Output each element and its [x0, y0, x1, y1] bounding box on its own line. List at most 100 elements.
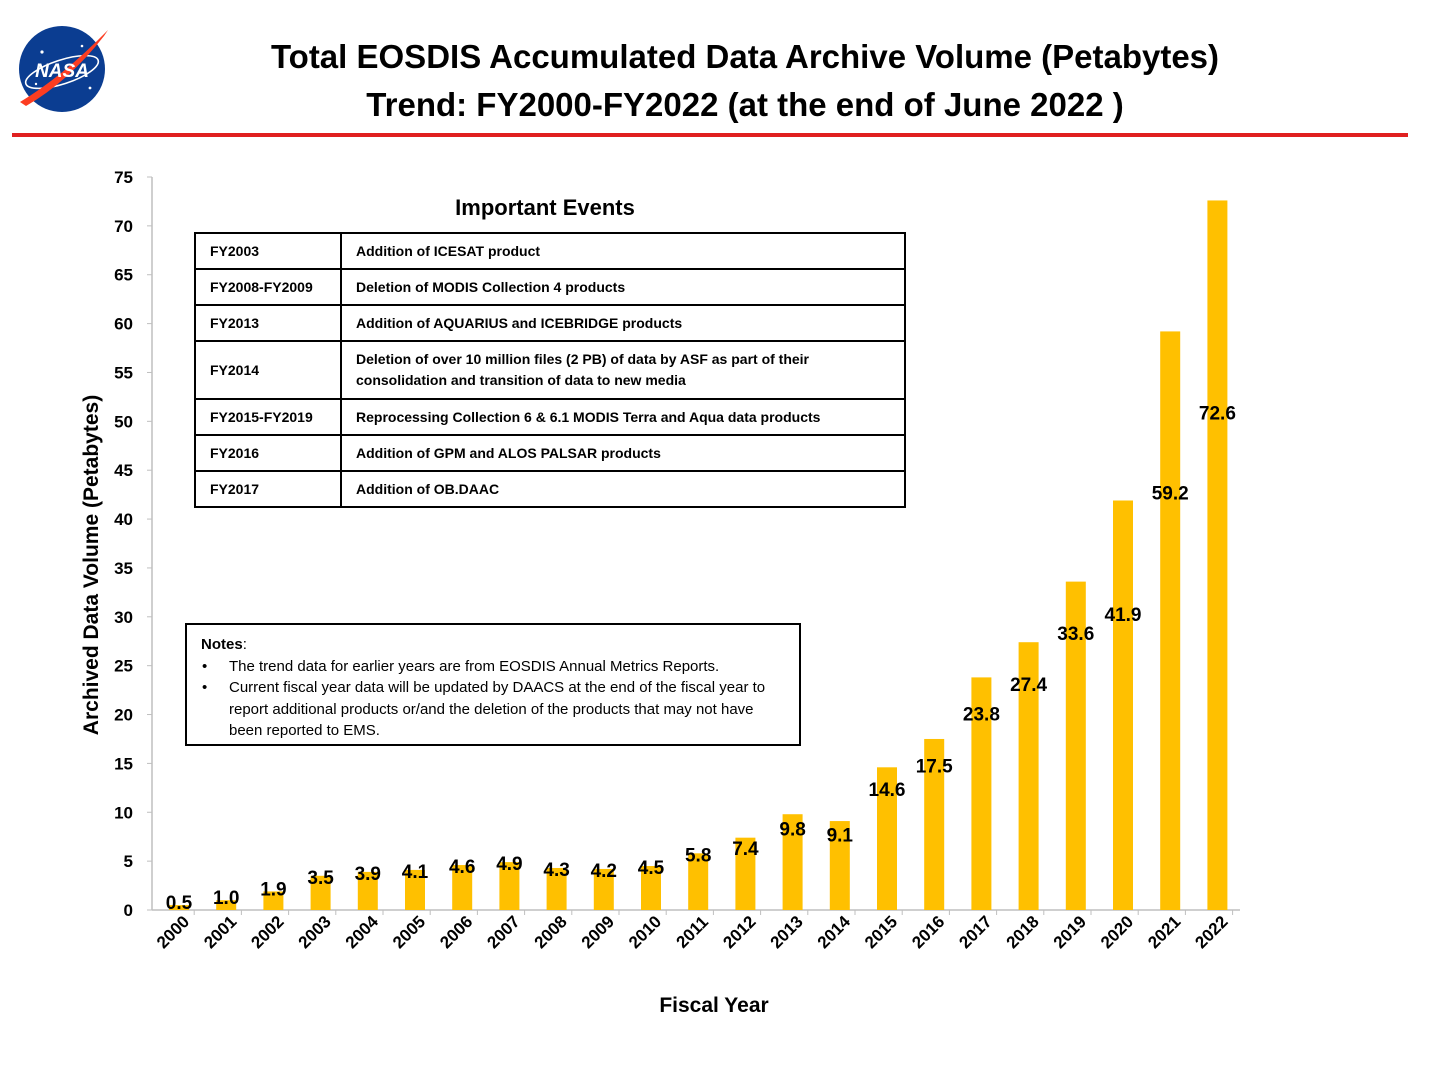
y-tick-label: 65	[114, 266, 133, 285]
bar	[216, 900, 237, 910]
event-text: Deletion of over 10 million files (2 PB)…	[340, 340, 906, 400]
y-tick-label: 5	[124, 852, 133, 871]
event-year: FY2003	[194, 232, 342, 270]
event-year: FY2008-FY2009	[194, 268, 342, 306]
bar	[452, 865, 473, 910]
data-label: 4.6	[449, 857, 475, 878]
x-tick-label: 2022	[1191, 912, 1231, 952]
x-tick-label: 2006	[436, 912, 476, 952]
notes-item: The trend data for earlier years are fro…	[201, 656, 785, 678]
bar	[405, 869, 425, 910]
data-label: 23.8	[963, 705, 1000, 726]
bar	[310, 875, 331, 910]
bar	[1065, 581, 1086, 910]
event-year: FY2014	[194, 340, 342, 400]
x-axis-title: Fiscal Year	[659, 994, 768, 1017]
y-tick-label: 10	[114, 803, 133, 822]
chart-title-line1: Total EOSDIS Accumulated Data Archive Vo…	[270, 38, 1220, 75]
x-tick-label: 2011	[673, 912, 713, 952]
x-tick-label: 2018	[1003, 912, 1043, 952]
x-tick-label: 2005	[389, 912, 429, 952]
event-year: FY2016	[194, 434, 342, 472]
y-tick-label: 0	[124, 901, 133, 920]
notes-title: Notes	[201, 636, 243, 653]
data-label: 33.6	[1057, 624, 1094, 645]
event-year: FY2017	[194, 470, 342, 508]
x-tick-label: 2014	[814, 912, 855, 953]
notes-item: Current fiscal year data will be updated…	[201, 677, 785, 742]
events-table: FY2003 Addition of ICESAT product FY2008-…	[194, 232, 906, 508]
x-tick-label: 2016	[908, 912, 948, 952]
bar	[1018, 642, 1039, 910]
bar	[688, 853, 709, 910]
x-tick-label: 2010	[625, 912, 665, 952]
x-tick-label: 2017	[955, 912, 995, 952]
x-tick-label: 2004	[342, 912, 383, 953]
data-label: 5.8	[685, 845, 711, 866]
y-tick-label: 35	[114, 559, 133, 578]
header-divider	[12, 133, 1408, 137]
data-label: 59.2	[1152, 483, 1189, 504]
data-label: 4.5	[638, 858, 665, 879]
events-row: FY2015-FY2019 Reprocessing Collection 6 &…	[194, 398, 906, 436]
data-label: 3.5	[307, 868, 334, 889]
event-text: Addition of ICESAT product	[340, 232, 906, 270]
bar	[735, 837, 756, 910]
y-tick-label: 20	[114, 706, 133, 725]
y-tick-label: 15	[114, 754, 133, 773]
data-label: 7.4	[732, 839, 759, 860]
notes-box: Notes: The trend data for earlier years …	[185, 623, 801, 746]
x-tick-label: 2012	[719, 912, 759, 952]
bar	[546, 867, 567, 910]
x-tick-label: 2002	[247, 912, 287, 952]
y-tick-label: 45	[114, 461, 133, 480]
event-year: FY2013	[194, 304, 342, 342]
event-text: Addition of AQUARIUS and ICEBRIDGE produ…	[340, 304, 906, 342]
x-tick-label: 2019	[1050, 912, 1090, 952]
data-label: 0.5	[166, 893, 193, 914]
bar	[971, 677, 992, 910]
y-tick-label: 70	[114, 217, 133, 236]
y-tick-label: 75	[114, 168, 133, 187]
x-tick-label: 2003	[295, 912, 335, 952]
event-text: Reprocessing Collection 6 & 6.1 MODIS Te…	[340, 398, 906, 436]
data-label: 41.9	[1105, 605, 1142, 626]
chart-title-line2: Trend: FY2000-FY2022 (at the end of June…	[366, 86, 1124, 123]
bar	[1113, 500, 1133, 910]
x-tick-label: 2009	[578, 912, 618, 952]
events-row: FY2017 Addition of OB.DAAC	[194, 470, 906, 508]
bar	[782, 814, 803, 910]
event-year: FY2015-FY2019	[194, 398, 342, 436]
data-label: 14.6	[869, 780, 906, 801]
bar	[877, 767, 897, 910]
data-label: 4.3	[543, 860, 569, 881]
data-label: 17.5	[916, 756, 953, 777]
nasa-logo-icon: NASA	[19, 26, 108, 112]
x-tick-label: 2000	[153, 912, 193, 952]
data-label: 4.1	[402, 862, 429, 883]
x-tick-label: 2007	[483, 912, 523, 952]
data-label: 27.4	[1010, 675, 1047, 696]
x-tick-label: 2008	[531, 912, 571, 952]
event-text: Addition of OB.DAAC	[340, 470, 906, 508]
bar	[641, 866, 661, 910]
events-row: FY2008-FY2009 Deletion of MODIS Collectio…	[194, 268, 906, 306]
y-axis-title: Archived Data Volume (Petabytes)	[80, 395, 103, 735]
data-label: 4.9	[496, 854, 522, 875]
data-label: 1.9	[260, 879, 286, 900]
data-label: 3.9	[355, 864, 381, 885]
x-tick-label: 2001	[200, 912, 240, 952]
y-tick-label: 25	[114, 657, 133, 676]
x-tick-label: 2015	[861, 912, 901, 952]
event-text: Addition of GPM and ALOS PALSAR products	[340, 434, 906, 472]
y-tick-label: 60	[114, 315, 133, 334]
bar	[499, 862, 520, 910]
data-label: 4.2	[591, 861, 617, 882]
data-label: 9.8	[779, 820, 805, 841]
bar	[829, 821, 850, 910]
data-label: 1.0	[213, 888, 239, 909]
event-text: Deletion of MODIS Collection 4 products	[340, 268, 906, 306]
bar	[357, 871, 378, 910]
events-row: FY2013 Addition of AQUARIUS and ICEBRIDGE…	[194, 304, 906, 342]
